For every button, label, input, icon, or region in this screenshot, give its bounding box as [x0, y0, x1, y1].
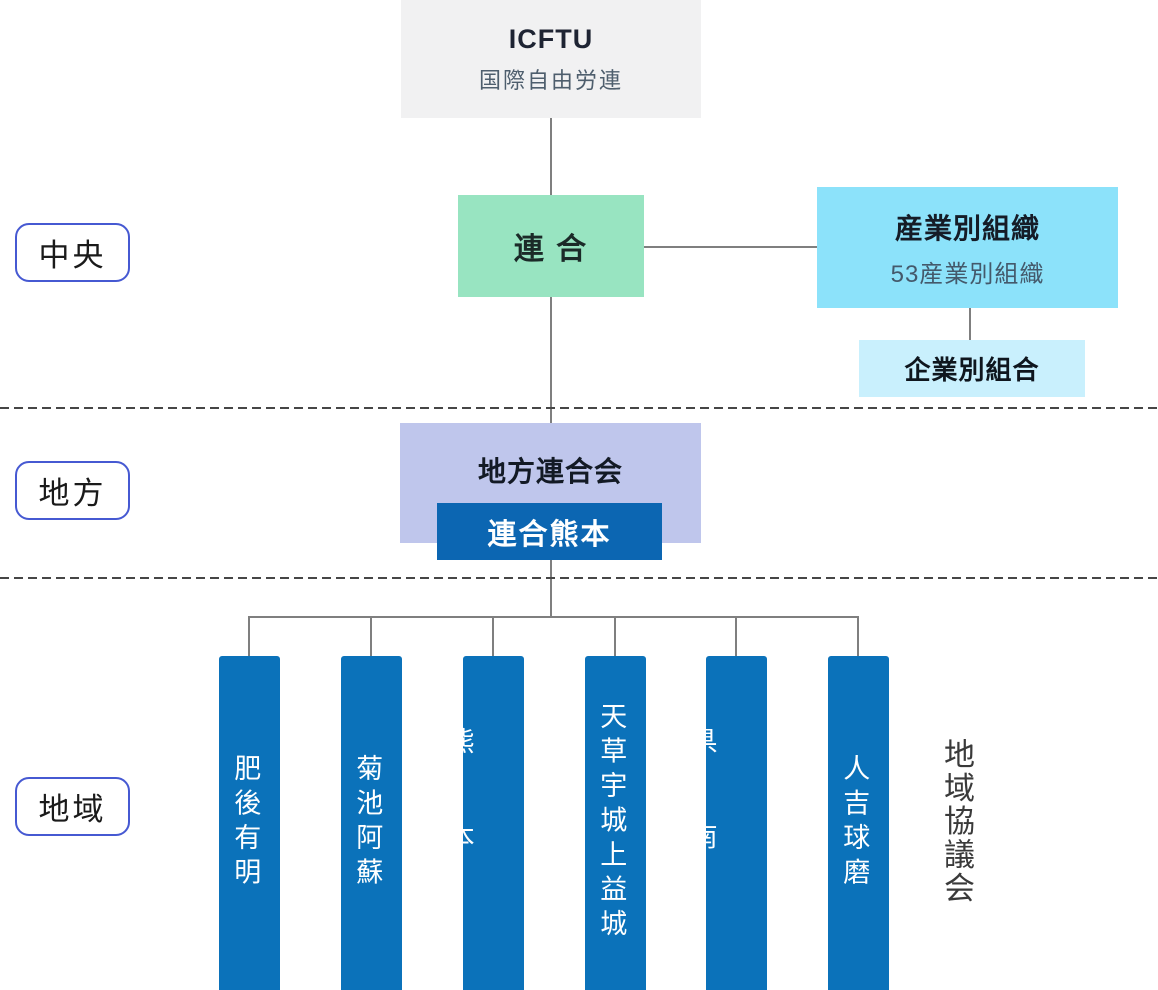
icftu-subtitle: 国際自由労連 — [478, 67, 623, 93]
connector-rengo-to-regional — [550, 297, 552, 423]
section-label-local-text: 地域 — [38, 792, 107, 827]
council-bar-higo-ariake: 肥後有明 — [219, 656, 280, 990]
industrial-organizations-box: 産業別組織 53産業別組織 — [817, 187, 1118, 308]
rengo-label: 連 合 — [513, 233, 589, 266]
section-label-central: 中央 — [15, 223, 130, 282]
connector-industrial-to-enterprise — [969, 308, 971, 340]
connector-drop-5 — [735, 616, 737, 656]
connector-rengo-to-industrial — [644, 246, 817, 248]
council-bar-kikuchi-aso: 菊池阿蘇 — [341, 656, 402, 990]
council-bar-label: 人吉球磨 — [839, 753, 870, 893]
connector-drop-2 — [370, 616, 372, 656]
enterprise-unions-label: 企業別組合 — [904, 355, 1040, 385]
divider-central-regional — [0, 407, 1158, 409]
section-label-central-text: 中央 — [38, 238, 107, 273]
connector-kumamoto-to-councils — [550, 560, 552, 618]
council-bar-kennan: 県南 — [687, 656, 767, 990]
council-bar-kumamoto: 熊本 — [444, 656, 524, 990]
connector-drop-6 — [857, 616, 859, 656]
connector-drop-1 — [248, 616, 250, 656]
connector-drop-3 — [492, 616, 494, 656]
section-label-regional: 地方 — [15, 461, 130, 520]
council-bar-hitoyoshi-kuma: 人吉球磨 — [828, 656, 889, 990]
council-bar-label: 菊池阿蘇 — [352, 753, 383, 893]
rengo-kumamoto-label: 連合熊本 — [487, 518, 612, 551]
local-councils-caption: 地域協議会 — [939, 738, 974, 906]
council-bar-amakusa-uki-kamimashiki: 天草宇城上益城 — [585, 656, 646, 990]
regional-federation-label: 地方連合会 — [477, 456, 623, 487]
enterprise-unions-box: 企業別組合 — [859, 340, 1085, 397]
icftu-title: ICFTU — [508, 23, 594, 54]
icftu-box: ICFTU 国際自由労連 — [401, 0, 701, 118]
industrial-organizations-title: 産業別組織 — [894, 212, 1040, 244]
industrial-organizations-count: 53産業別組織 — [890, 260, 1045, 288]
section-label-regional-text: 地方 — [38, 476, 107, 511]
connector-icftu-to-rengo — [550, 118, 552, 196]
connector-drop-4 — [614, 616, 616, 656]
rengo-box: 連 合 — [458, 195, 644, 297]
council-bar-label: 県南 — [686, 727, 717, 919]
section-label-local: 地域 — [15, 777, 130, 836]
rengo-kumamoto-box: 連合熊本 — [437, 503, 662, 560]
divider-regional-local — [0, 577, 1158, 579]
council-bar-label: 肥後有明 — [230, 753, 261, 893]
council-bar-label: 天草宇城上益城 — [596, 702, 627, 944]
connector-councils-bus — [248, 616, 859, 618]
council-bar-label: 熊本 — [443, 727, 474, 919]
